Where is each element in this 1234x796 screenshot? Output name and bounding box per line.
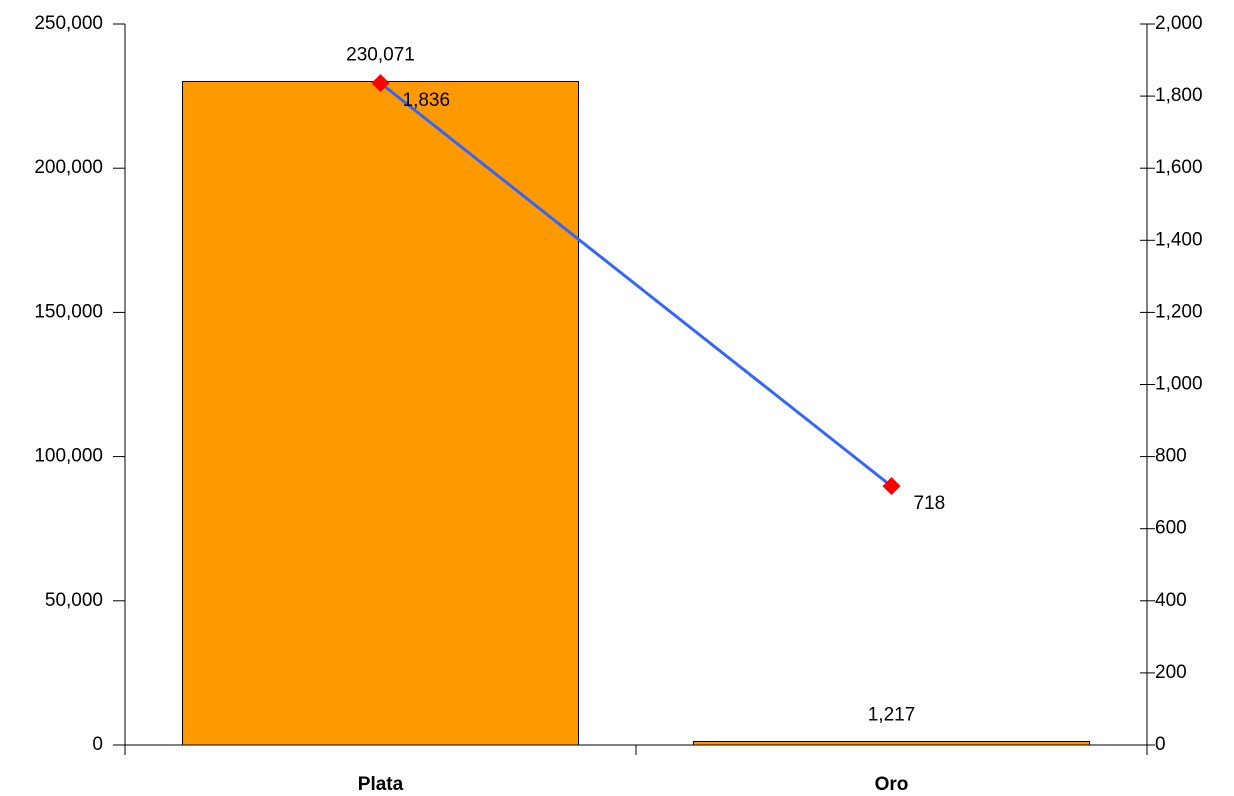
- y2-tick-label: 600: [1155, 518, 1187, 539]
- line-marker: [371, 74, 390, 93]
- x-tick-label: Oro: [875, 774, 909, 795]
- line-value-label: 718: [914, 493, 946, 514]
- line-value-label: 1,836: [403, 90, 451, 111]
- y-tick-label: 100,000: [34, 446, 103, 467]
- bar: [692, 740, 1091, 746]
- bar-value-label: 1,217: [868, 705, 916, 726]
- bar-value-label: 230,071: [346, 44, 415, 65]
- y-tick-label: 50,000: [45, 590, 103, 611]
- x-tick-label: Plata: [358, 774, 404, 795]
- y2-tick-label: 1,000: [1155, 374, 1203, 395]
- y-tick-label: 150,000: [34, 301, 103, 322]
- y2-tick-label: 1,800: [1155, 85, 1203, 106]
- y-tick-label: 250,000: [34, 13, 103, 34]
- y-tick-label: 200,000: [34, 157, 103, 178]
- y2-tick-label: 0: [1155, 734, 1166, 755]
- y2-tick-label: 200: [1155, 662, 1187, 683]
- bar: [181, 80, 580, 746]
- line-marker: [882, 477, 901, 496]
- y2-tick-label: 800: [1155, 446, 1187, 467]
- y-tick-label: 0: [92, 734, 103, 755]
- line-series: [379, 81, 893, 488]
- y2-tick-label: 1,400: [1155, 229, 1203, 250]
- y2-tick-label: 1,200: [1155, 301, 1203, 322]
- y2-tick-label: 400: [1155, 590, 1187, 611]
- y2-tick-label: 1,600: [1155, 157, 1203, 178]
- y2-tick-label: 2,000: [1155, 13, 1203, 34]
